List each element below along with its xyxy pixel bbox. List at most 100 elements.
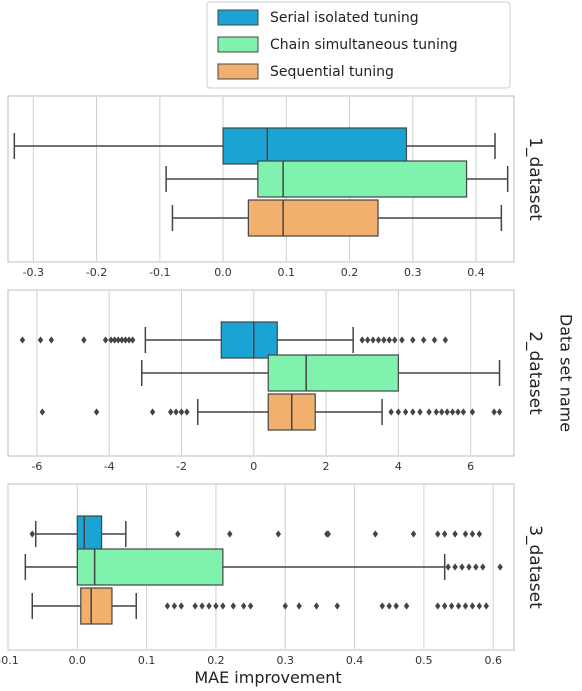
outlier-point: [435, 602, 441, 610]
outlier-point: [149, 408, 156, 416]
legend-swatch: [217, 36, 259, 53]
outlier-point: [240, 602, 247, 610]
x-tick-label: -4: [104, 460, 115, 473]
panel-2_dataset: -6 -4 -2 0 2 4 6: [7, 289, 515, 473]
outlier-point: [359, 336, 365, 344]
x-tick-label: 0.5: [415, 654, 433, 667]
outlier-point: [175, 530, 181, 538]
x-tick-label: -0.1: [149, 266, 170, 279]
box-2_dataset-1: [140, 354, 501, 392]
outlier-point: [392, 336, 398, 344]
outlier-point: [460, 408, 467, 416]
outlier-point: [296, 602, 302, 610]
outlier-point: [399, 336, 405, 344]
outlier-point: [431, 336, 438, 344]
x-tick-label: -0.2: [86, 266, 107, 279]
outlier-point: [164, 602, 171, 610]
outlier-point: [483, 602, 489, 610]
box-iqr: [80, 587, 113, 625]
x-tick-label: 4: [395, 460, 402, 473]
x-tick-label: 0.6: [484, 654, 502, 667]
panel-1_dataset: -0.3 -0.2 -0.1 0.0 0.1 0.2 0.3 0.4: [7, 95, 515, 279]
x-tick-label: 0.4: [346, 654, 364, 667]
outlier-point: [386, 336, 393, 344]
outlier-point: [393, 602, 399, 610]
box-iqr: [267, 354, 399, 392]
legend-swatch: [217, 9, 259, 26]
box-iqr: [222, 127, 408, 165]
box-3_dataset-0: [29, 515, 483, 553]
outlier-point: [111, 336, 118, 344]
outlier-point: [455, 602, 462, 610]
outlier-point: [426, 408, 432, 416]
outlier-point: [491, 408, 497, 416]
box-iqr: [76, 515, 103, 553]
box-1_dataset-1: [165, 160, 509, 198]
outlier-point: [102, 336, 109, 344]
legend-label: Serial isolated tuning: [270, 10, 419, 26]
outlier-point: [462, 602, 469, 610]
outlier-point: [178, 408, 185, 416]
y-axis-label: Data set name: [557, 314, 576, 432]
outlier-point: [48, 336, 55, 344]
outlier-point: [469, 602, 476, 610]
outlier-point: [129, 336, 136, 344]
outlier-point: [469, 408, 476, 416]
box-1_dataset-0: [13, 127, 496, 165]
outlier-point: [213, 602, 219, 610]
x-tick-label: -2: [176, 460, 187, 473]
outlier-point: [403, 602, 410, 610]
x-tick-label: 6: [467, 460, 474, 473]
outlier-point: [37, 336, 44, 344]
outlier-point: [325, 530, 331, 538]
box-3_dataset-2: [31, 587, 489, 625]
x-tick-label: -0.3: [23, 266, 44, 279]
outlier-point: [442, 336, 449, 344]
outlier-point: [122, 336, 129, 344]
panel-title: 1_dataset: [525, 137, 545, 221]
outlier-point: [410, 408, 416, 416]
x-tick-label: 0.4: [467, 266, 485, 279]
outlier-point: [496, 408, 503, 416]
outlier-point: [445, 563, 451, 571]
outlier-point: [115, 336, 121, 344]
box-iqr: [257, 160, 468, 198]
outlier-point: [167, 408, 174, 416]
outlier-point: [93, 408, 100, 416]
outlier-point: [473, 563, 479, 571]
outlier-point: [452, 530, 458, 538]
outlier-point: [388, 408, 394, 416]
outlier-point: [420, 336, 427, 344]
box-3_dataset-1: [24, 548, 503, 586]
outlier-point: [313, 602, 320, 610]
x-tick-label: 0: [250, 460, 257, 473]
outlier-point: [386, 602, 392, 610]
legend-label: Chain simultaneous tuning: [270, 37, 458, 53]
outlier-point: [435, 530, 441, 538]
box-1_dataset-2: [171, 199, 503, 237]
box-iqr: [247, 199, 379, 237]
outlier-point: [402, 408, 409, 416]
x-tick-label: 0.0: [69, 654, 87, 667]
outlier-point: [395, 408, 402, 416]
outlier-point: [275, 530, 282, 538]
outlier-point: [81, 336, 87, 344]
outlier-point: [334, 602, 340, 610]
outlier-point: [206, 602, 212, 610]
x-tick-label: -6: [31, 460, 42, 473]
outlier-point: [410, 336, 416, 344]
outlier-point: [455, 408, 461, 416]
outlier-point: [469, 530, 476, 538]
outlier-point: [108, 336, 114, 344]
outlier-point: [171, 602, 178, 610]
outlier-point: [497, 563, 503, 571]
outlier-point: [444, 408, 450, 416]
outlier-point: [364, 336, 371, 344]
outlier-point: [220, 602, 226, 610]
legend-frame: [206, 1, 511, 89]
legend-label: Sequential tuning: [270, 64, 394, 80]
outlier-point: [192, 602, 198, 610]
x-tick-label: 0.2: [207, 654, 225, 667]
x-tick-label: 0.2: [341, 266, 359, 279]
